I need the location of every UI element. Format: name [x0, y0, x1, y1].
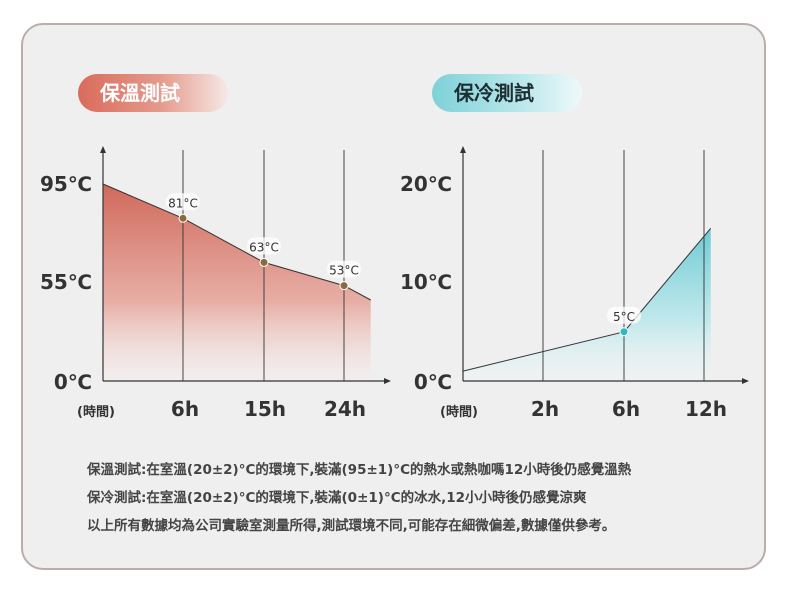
- cold-area-fill: [463, 228, 711, 381]
- warm-point-label-bg: [327, 260, 361, 278]
- note-warm-test: 保溫測試:在室溫(20±2)°C的環境下,裝滿(95±1)°C的熱水或熱咖嗎12…: [87, 462, 632, 478]
- warm-data-label: 81°C: [168, 196, 198, 210]
- warm-data-point: [259, 257, 269, 267]
- cold-x-unit-label: (時間): [440, 404, 478, 420]
- cold-y-tick-0: 0℃: [414, 370, 452, 394]
- cold-test-title: 保冷測試: [432, 74, 582, 112]
- cold-x-arrow: [742, 378, 749, 384]
- warm-chart: 81°C 63°C 53°C 95℃ 55℃ 0℃ (時間) 6h 15h 24h: [40, 146, 391, 421]
- warm-y-arrow: [100, 146, 106, 153]
- note-cold-test: 保冷測試:在室溫(20±2)°C的環境下,裝滿(0±1)°C的冰水,12小小時後…: [87, 490, 587, 506]
- warm-point-label-bg: [166, 193, 200, 211]
- warm-test-title: 保溫測試: [78, 74, 228, 112]
- cold-x-tick-12h: 12h: [685, 397, 727, 421]
- cold-y-arrow: [460, 146, 466, 153]
- cold-y-tick-10: 10℃: [400, 270, 452, 294]
- cold-points: 5°C: [607, 306, 641, 337]
- cold-x-tick-2h: 2h: [531, 397, 559, 421]
- warm-points: 81°C 63°C 53°C: [166, 193, 361, 291]
- warm-y-tick-55: 55℃: [40, 270, 92, 294]
- note-disclaimer: 以上所有數據均為公司實驗室測量所得,測試環境不同,可能存在細微偏差,數據僅供參考…: [87, 518, 616, 534]
- warm-y-tick-95: 95℃: [40, 172, 92, 196]
- warm-data-label: 63°C: [249, 240, 279, 254]
- cold-data-point: [619, 327, 629, 337]
- notes: 保溫測試:在室溫(20±2)°C的環境下,裝滿(95±1)°C的熱水或熱咖嗎12…: [87, 460, 757, 544]
- warm-x-arrow: [384, 378, 391, 384]
- warm-y-tick-0: 0℃: [54, 370, 92, 394]
- warm-x-unit-label: (時間): [77, 404, 115, 420]
- cold-chart: 5°C 20℃ 10℃ 0℃ (時間) 2h 6h 12h: [400, 146, 749, 421]
- cold-data-label: 5°C: [613, 310, 635, 324]
- warm-area-fill: [103, 184, 371, 381]
- cold-point-label-bg: [607, 306, 641, 324]
- warm-data-label: 53°C: [329, 264, 359, 278]
- warm-data-point: [339, 281, 349, 291]
- warm-x-tick-15h: 15h: [244, 397, 286, 421]
- warm-point-label-bg: [247, 237, 281, 255]
- cold-x-tick-6h: 6h: [612, 397, 640, 421]
- warm-x-tick-6h: 6h: [171, 397, 199, 421]
- warm-x-tick-24h: 24h: [324, 397, 366, 421]
- cold-y-tick-20: 20℃: [400, 172, 452, 196]
- cold-grid: [542, 150, 705, 381]
- warm-data-point: [178, 213, 188, 223]
